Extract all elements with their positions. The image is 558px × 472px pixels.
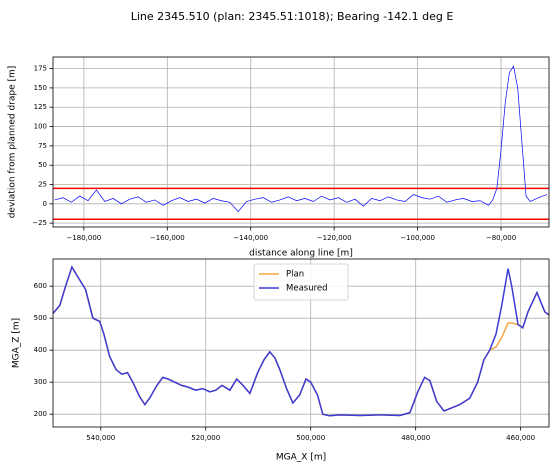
x-tick-label: 520,000 [191,434,220,442]
plot-area [53,65,549,221]
x-tick-label: 540,000 [86,434,115,442]
axes-frame [52,258,550,428]
y-tick-label: 150 [34,84,47,92]
x-tick-label: 460,000 [506,434,535,442]
legend-label: Plan [286,270,304,280]
x-axis-label: MGA_X [m] [276,453,326,463]
x-tick-label: −160,000 [150,234,185,242]
y-tick-label: 200 [34,410,47,418]
y-tick-label: 75 [38,142,47,150]
y-axis-label: deviation from planned drape [m] [8,66,18,219]
legend-label: Measured [286,284,328,294]
figure-title: Line 2345.510 (plan: 2345.51:1018); Bear… [131,10,454,23]
x-tick-label: −180,000 [66,234,101,242]
y-tick-label: 50 [38,161,47,169]
y-tick-label: −25 [32,219,47,227]
y-tick-label: 500 [34,314,47,322]
y-tick-label: 0 [43,200,47,208]
legend-box [253,263,349,301]
x-tick-label: −140,000 [233,234,268,242]
x-tick-label: 480,000 [401,434,430,442]
y-tick-label: 300 [34,378,47,386]
x-axis-label: distance along line [m] [249,249,353,259]
plot-area [53,265,549,417]
axes-frame [52,56,550,228]
y-axis-label: MGA_Z [m] [12,318,22,368]
x-tick-label: 500,000 [296,434,325,442]
y-tick-label: 100 [34,123,47,131]
y-tick-label: 600 [34,282,47,290]
y-tick-label: 25 [38,181,47,189]
x-tick-label: −80,000 [486,234,516,242]
x-tick-label: −120,000 [317,234,352,242]
data-line [54,65,548,213]
x-tick-label: −100,000 [400,234,435,242]
y-tick-label: 125 [34,103,47,111]
data-line [53,265,549,417]
y-tick-label: 175 [34,65,47,73]
y-tick-label: 400 [34,346,47,354]
